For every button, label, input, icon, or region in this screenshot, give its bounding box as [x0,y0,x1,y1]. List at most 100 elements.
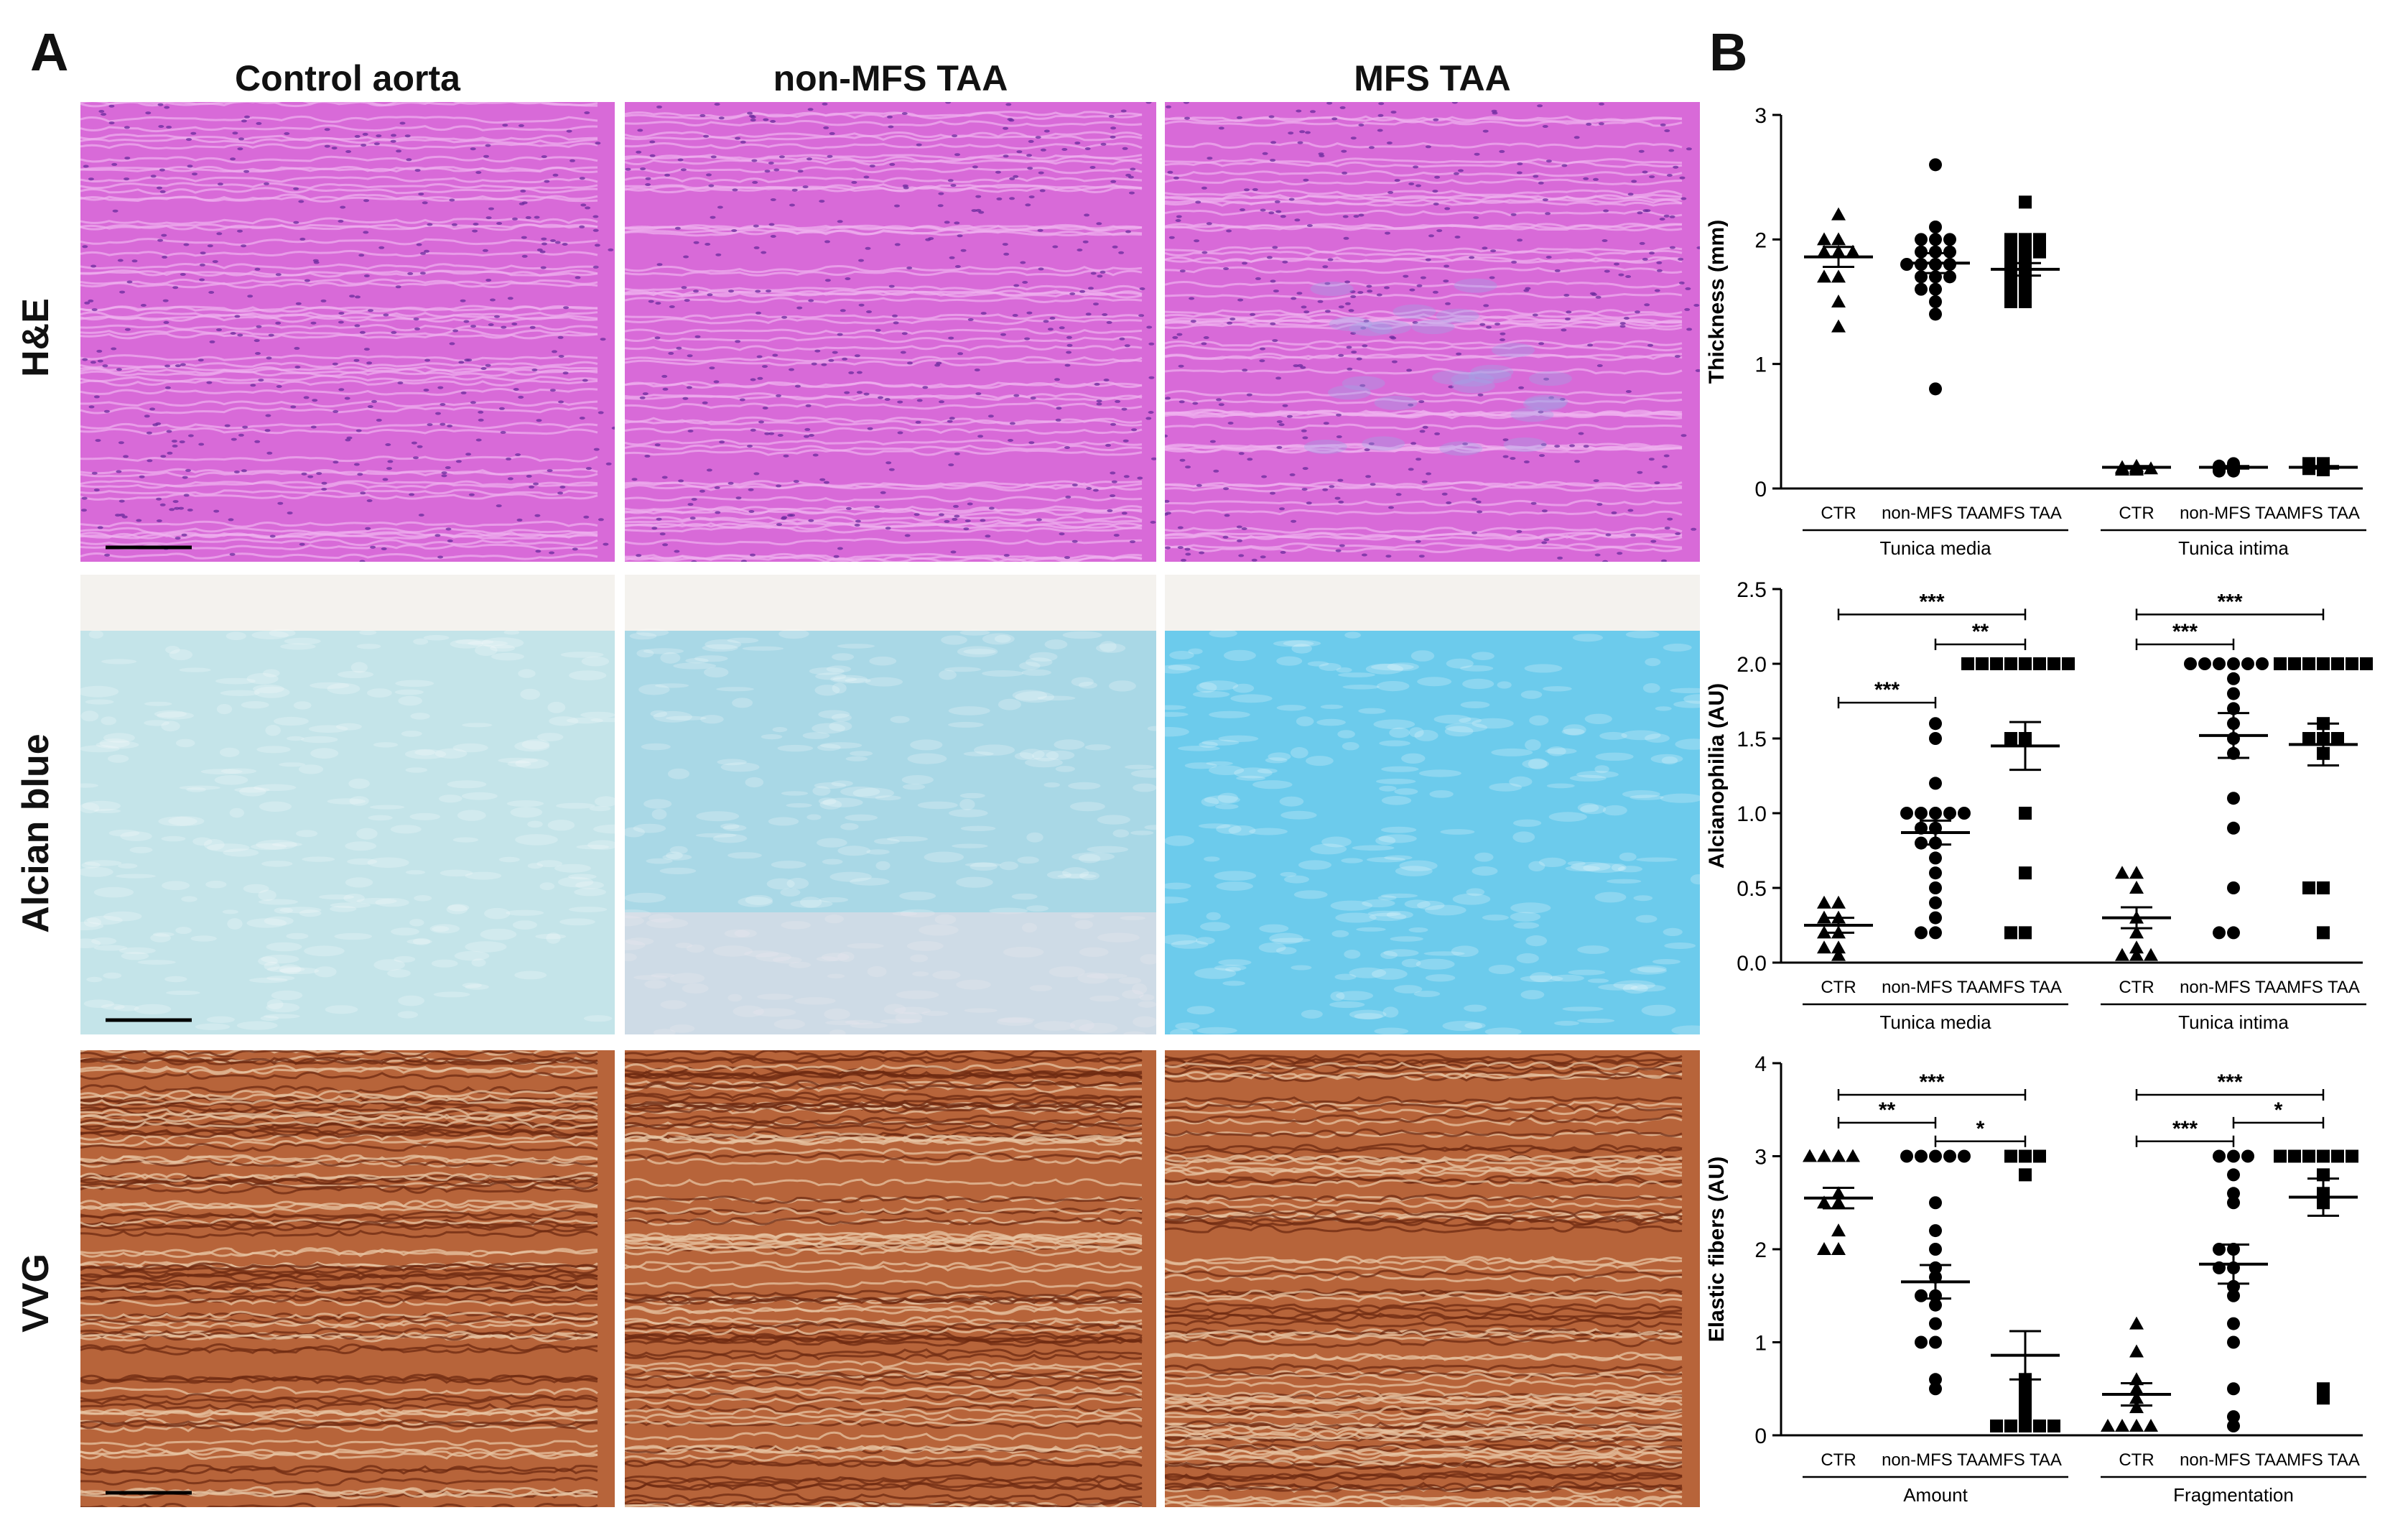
data-point [2302,657,2315,670]
group-label: Amount [1903,1484,1968,1506]
data-point [2144,948,2158,961]
data-point [2241,1149,2254,1163]
data-point [2302,732,2315,745]
data-point [2227,1317,2240,1330]
data-point [2227,657,2240,670]
data-point [2227,792,2240,805]
data-point [1929,777,1942,790]
micrograph-alcian-non-mfs [625,575,1156,1034]
category-label: MFS TAA [1989,1450,2062,1470]
data-point [1929,866,1942,880]
data-point [1817,244,1831,258]
data-point [1929,732,1942,745]
group-label: Tunica intima [2178,537,2289,559]
data-point [1817,940,1831,954]
data-point [2004,270,2017,284]
data-point [2115,948,2129,961]
data-point [1929,926,1942,940]
data-point [2129,925,2144,939]
data-point [2019,195,2032,209]
row-label-alcian-blue: Alcian blue [15,733,57,933]
micrograph-he-control [80,102,615,562]
data-point [1915,926,1928,940]
column-title-mfs: MFS TAA [1354,58,1511,98]
data-point [1817,1149,1831,1162]
data-point [2302,1149,2315,1163]
data-point [1929,1382,1942,1396]
data-point [2129,1372,2144,1386]
group-label: Fragmentation [2173,1484,2294,1506]
column-title-control: Control aorta [235,58,460,98]
data-point [2144,1419,2158,1432]
row-label-he: H&E [15,298,57,377]
data-point [2004,233,2017,246]
data-point [2004,1419,2017,1433]
data-point [1915,1289,1928,1302]
data-point [1929,295,1942,308]
data-point [2004,245,2017,259]
category-label: CTR [1821,504,1856,523]
data-point [1929,1149,1942,1163]
y-tick-label: 2 [1754,228,1767,252]
significance-label: *** [1919,590,1944,613]
data-point [2227,687,2240,700]
category-label: CTR [2119,504,2154,523]
data-point [2019,233,2032,246]
category-label: MFS TAA [2287,504,2360,523]
data-point [2004,732,2017,745]
micrograph-vvg-non-mfs [625,1050,1156,1507]
data-point [2227,702,2240,715]
data-point [1803,1149,1817,1162]
data-point [1961,657,1974,670]
data-point [2227,1382,2240,1396]
significance-label: ** [1879,1098,1896,1122]
data-point [2101,1419,2115,1432]
data-point [1929,1317,1942,1330]
y-tick-label: 0 [1754,478,1767,501]
micrograph-alcian-control [80,575,615,1034]
data-point [2129,1419,2144,1432]
data-point [2227,1149,2240,1163]
data-point [2288,1149,2301,1163]
data-point [2033,1149,2046,1163]
category-label: MFS TAA [2287,1450,2360,1470]
category-label: non-MFS TAA [2180,978,2287,997]
data-point [2019,295,2032,308]
data-point [2317,881,2330,894]
data-point [1817,269,1831,283]
data-point [2129,866,2144,879]
data-point [1817,1195,1831,1209]
data-point [2227,821,2240,835]
data-point [1915,1149,1928,1163]
data-point [2227,672,2240,685]
data-point [1831,1223,1846,1237]
data-point [2004,258,2017,271]
micrograph-vvg-control [80,1050,615,1507]
y-axis-label: Thickness (mm) [1705,220,1729,384]
data-point [1976,657,1989,670]
data-point [2129,881,2144,894]
category-label: CTR [1821,1450,1856,1470]
data-point [1831,895,1846,909]
data-point [1900,807,1913,820]
data-point [1929,307,1942,321]
group-label: Tunica media [1879,537,1991,559]
significance-label: *** [1874,678,1900,702]
data-point [1929,158,1942,172]
data-point [2227,926,2240,940]
micrograph-he-mfs [1165,102,1700,562]
data-point [1929,233,1942,246]
data-point [2241,657,2254,670]
significance-label: *** [1919,1070,1944,1094]
y-tick-label: 3 [1754,104,1767,128]
panel-a-letter: A [30,22,69,82]
data-point [2227,1335,2240,1349]
data-point [1929,221,1942,233]
data-point [1943,245,1956,259]
data-point [1929,1335,1942,1349]
data-point [1943,233,1956,246]
significance-label: *** [2217,590,2242,613]
category-label: MFS TAA [2287,978,2360,997]
significance-label: ** [1972,620,1989,644]
data-point [2331,1149,2344,1163]
